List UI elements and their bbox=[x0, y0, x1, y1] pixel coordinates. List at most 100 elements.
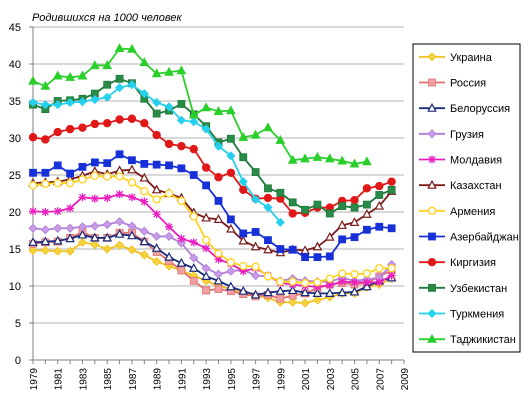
data-point bbox=[239, 229, 248, 238]
data-point bbox=[226, 266, 236, 276]
data-point bbox=[40, 100, 50, 110]
legend-entry: Армения bbox=[419, 206, 495, 218]
legend-marker bbox=[427, 102, 437, 112]
data-point bbox=[338, 269, 347, 278]
data-point bbox=[276, 294, 285, 303]
data-point bbox=[350, 270, 359, 279]
data-point bbox=[127, 221, 137, 231]
data-point bbox=[288, 277, 297, 286]
legend-label: Казахстан bbox=[450, 180, 502, 192]
data-point bbox=[201, 212, 211, 222]
data-point bbox=[77, 70, 88, 80]
data-point bbox=[337, 155, 348, 165]
data-point bbox=[213, 141, 224, 151]
data-point bbox=[52, 235, 63, 245]
data-point bbox=[164, 251, 174, 261]
legend-entry: Киргизия bbox=[419, 257, 496, 269]
data-point bbox=[251, 194, 261, 204]
data-point bbox=[264, 236, 272, 245]
x-tick-label: 1999 bbox=[276, 368, 287, 391]
data-point bbox=[325, 281, 334, 290]
data-point bbox=[127, 193, 136, 202]
data-point bbox=[312, 151, 323, 161]
data-point bbox=[362, 278, 371, 287]
legend-box bbox=[412, 43, 521, 353]
data-point bbox=[78, 175, 87, 184]
y-tick-label: 35 bbox=[9, 96, 21, 108]
data-point bbox=[202, 244, 211, 253]
data-point bbox=[239, 261, 248, 271]
data-point bbox=[201, 263, 211, 273]
data-point bbox=[102, 244, 112, 254]
legend-label: Туркмения bbox=[450, 309, 504, 321]
data-point bbox=[78, 162, 87, 171]
data-point bbox=[164, 189, 174, 198]
data-point bbox=[114, 43, 125, 53]
data-point bbox=[387, 185, 396, 194]
data-point bbox=[151, 184, 162, 194]
data-point bbox=[213, 214, 224, 223]
data-point bbox=[127, 178, 137, 187]
data-point bbox=[250, 289, 261, 299]
data-point bbox=[41, 208, 50, 216]
data-point bbox=[287, 285, 298, 295]
legend-entry: Россия bbox=[419, 78, 486, 90]
x-tick-label: 1983 bbox=[78, 368, 89, 391]
data-point bbox=[375, 181, 384, 191]
series-7 bbox=[28, 171, 396, 288]
data-point bbox=[165, 161, 173, 170]
legend-label: Белоруссия bbox=[450, 103, 510, 115]
data-point bbox=[201, 124, 211, 134]
data-point bbox=[374, 200, 385, 210]
data-point bbox=[65, 233, 75, 243]
data-point bbox=[28, 97, 38, 108]
data-point bbox=[300, 287, 310, 297]
data-point bbox=[324, 288, 335, 297]
legend-marker bbox=[427, 206, 437, 215]
data-point bbox=[189, 276, 198, 285]
data-point bbox=[103, 172, 112, 181]
data-point bbox=[89, 60, 100, 70]
data-point bbox=[312, 241, 323, 251]
x-tick-label: 2001 bbox=[301, 368, 312, 391]
data-point bbox=[350, 195, 359, 205]
data-point bbox=[115, 150, 124, 159]
legend-label: Киргизия bbox=[450, 257, 496, 269]
data-point bbox=[287, 154, 298, 164]
data-point bbox=[213, 106, 224, 115]
data-point bbox=[53, 161, 62, 170]
data-point bbox=[28, 133, 38, 142]
data-point bbox=[164, 66, 174, 76]
data-point bbox=[102, 60, 113, 70]
data-point bbox=[362, 269, 372, 278]
data-point bbox=[312, 295, 322, 305]
data-point bbox=[53, 246, 63, 256]
legend-entry: Украина bbox=[419, 52, 493, 64]
data-point bbox=[177, 234, 186, 243]
data-point bbox=[338, 235, 347, 244]
data-point bbox=[214, 196, 223, 205]
data-point bbox=[189, 171, 198, 179]
data-point bbox=[238, 131, 249, 141]
data-point bbox=[65, 124, 75, 134]
data-point bbox=[115, 240, 125, 250]
legend-entry: Узбекистан bbox=[419, 283, 507, 295]
legend-marker bbox=[427, 333, 437, 343]
data-point bbox=[41, 168, 50, 177]
data-point bbox=[28, 181, 38, 190]
data-point bbox=[90, 232, 100, 242]
data-point bbox=[40, 245, 50, 256]
series-line bbox=[33, 153, 392, 259]
data-point bbox=[238, 235, 249, 245]
data-point bbox=[176, 115, 186, 125]
data-point bbox=[115, 172, 124, 181]
data-point bbox=[275, 217, 285, 227]
data-point bbox=[65, 71, 75, 81]
data-point bbox=[66, 204, 75, 213]
data-point bbox=[90, 194, 99, 203]
data-point bbox=[115, 115, 124, 124]
data-point bbox=[151, 68, 162, 78]
data-point bbox=[40, 80, 51, 90]
data-point bbox=[28, 223, 38, 233]
